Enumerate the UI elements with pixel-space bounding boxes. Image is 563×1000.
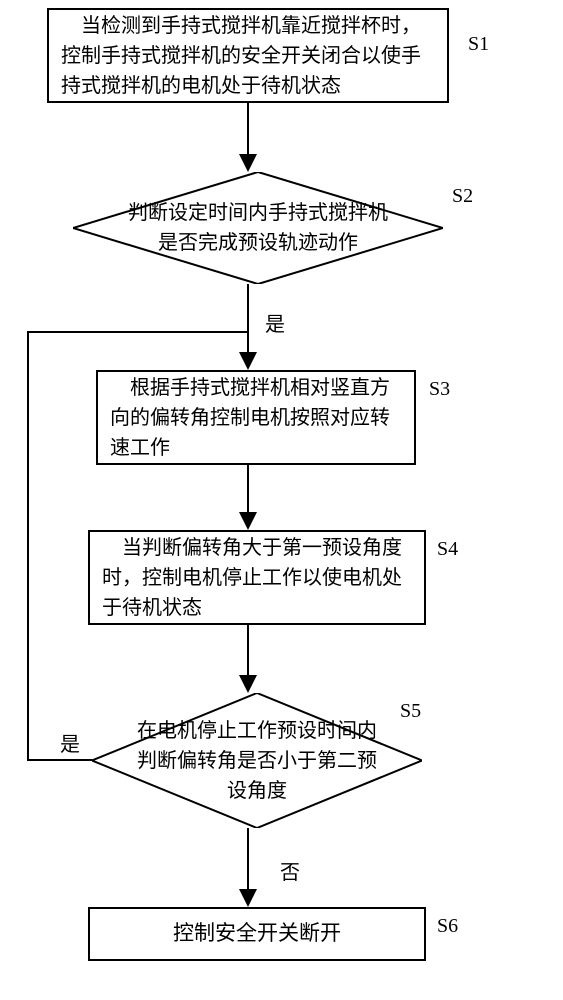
- step-s6: 控制安全开关断开: [88, 907, 426, 961]
- step-s3-label: S3: [429, 378, 450, 401]
- step-s2: 判断设定时间内手持式搅拌机是否完成预设轨迹动作: [73, 172, 443, 284]
- step-s1-text: 当检测到手持式搅拌机靠近搅拌杯时，控制手持式搅拌机的安全开关闭合以使手持式搅拌机…: [61, 11, 435, 101]
- step-s1-label: S1: [468, 33, 489, 56]
- step-s3-text: 根据手持式搅拌机相对竖直方向的偏转角控制电机按照对应转速工作: [110, 373, 402, 463]
- step-s6-text: 控制安全开关断开: [173, 918, 341, 950]
- edge-yes2: 是: [60, 728, 80, 757]
- edge-yes1: 是: [265, 308, 285, 337]
- edge-no1: 否: [280, 856, 300, 885]
- step-s5: 在电机停止工作预设时间内判断偏转角是否小于第二预设角度: [92, 693, 422, 828]
- step-s4: 当判断偏转角大于第一预设角度时，控制电机停止工作以使电机处于待机状态: [88, 530, 426, 625]
- step-s4-text: 当判断偏转角大于第一预设角度时，控制电机停止工作以使电机处于待机状态: [102, 533, 412, 623]
- step-s2-text: 判断设定时间内手持式搅拌机是否完成预设轨迹动作: [128, 202, 388, 254]
- step-s1: 当检测到手持式搅拌机靠近搅拌杯时，控制手持式搅拌机的安全开关闭合以使手持式搅拌机…: [47, 8, 449, 103]
- flow-arrows: [0, 0, 563, 1000]
- step-s4-label: S4: [437, 538, 458, 561]
- step-s2-label: S2: [452, 185, 473, 208]
- step-s5-label: S5: [400, 700, 421, 723]
- step-s3: 根据手持式搅拌机相对竖直方向的偏转角控制电机按照对应转速工作: [96, 370, 416, 465]
- step-s6-label: S6: [437, 915, 458, 938]
- step-s5-text: 在电机停止工作预设时间内判断偏转角是否小于第二预设角度: [137, 720, 377, 802]
